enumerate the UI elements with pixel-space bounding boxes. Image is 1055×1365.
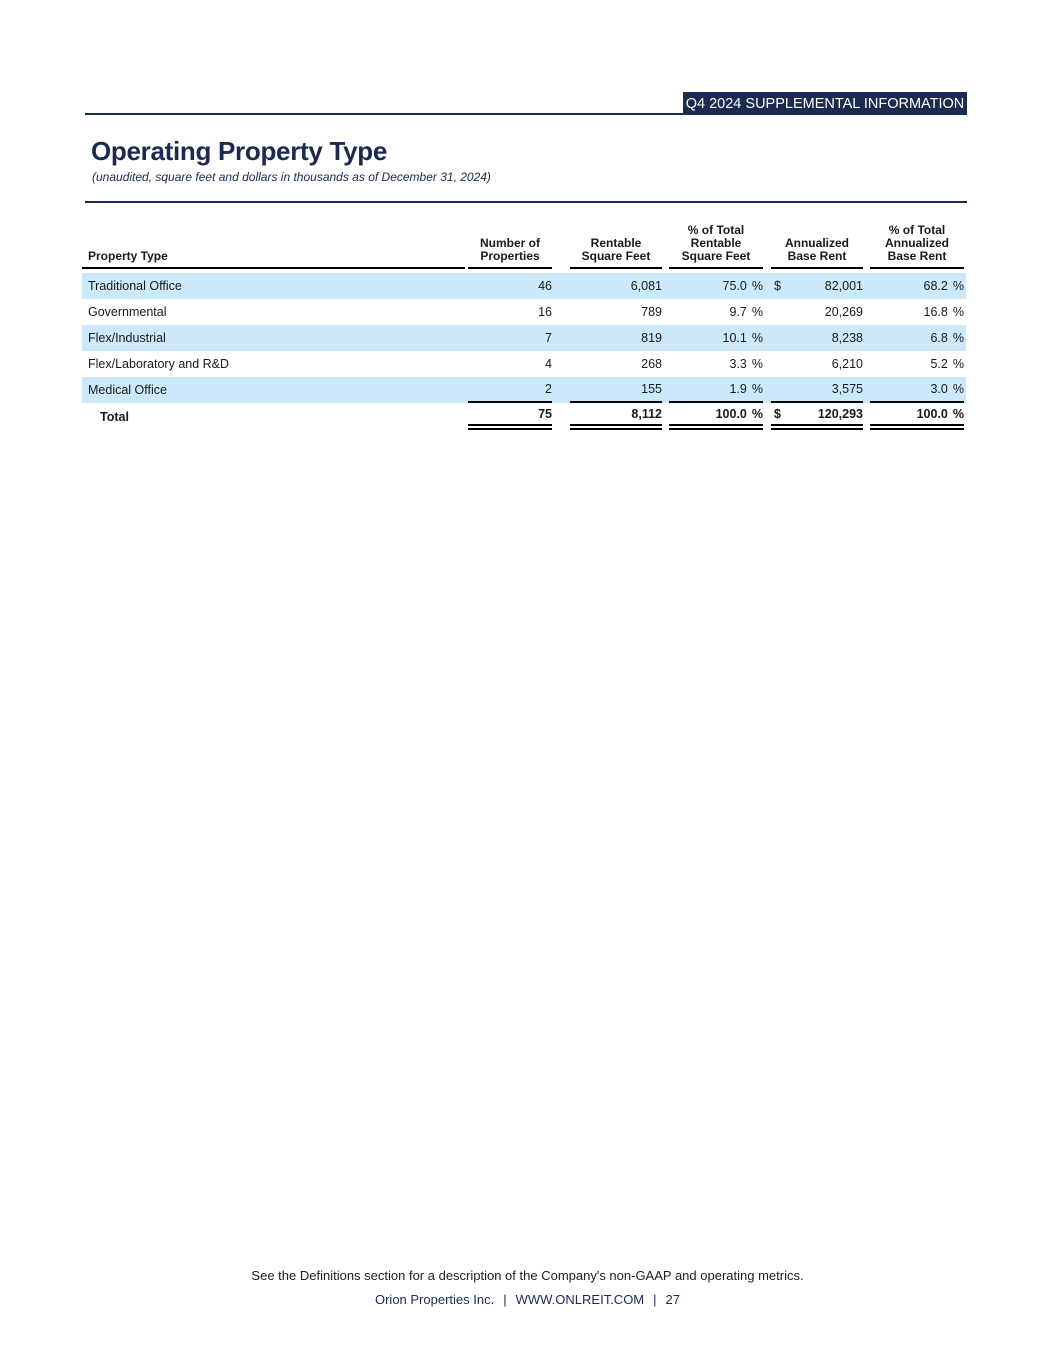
cell-num-properties: 46 — [538, 279, 552, 293]
pct-value: 68.2 — [923, 279, 948, 293]
cell-annualized-base-rent: 20,269 — [771, 299, 863, 325]
cell-pct-annualized-base-rent: 5.2% — [870, 351, 964, 377]
cell-num-properties: 7 — [545, 331, 552, 345]
table-row: Flex/Laboratory and R&D 4 268 3.3% 6,210… — [82, 351, 966, 377]
cell-num-properties: 2 — [468, 377, 552, 403]
footer-separator: | — [653, 1292, 657, 1307]
percent-sign: % — [952, 357, 964, 371]
cell-annualized-base-rent: 6,210 — [771, 351, 863, 377]
table-row: Flex/Industrial 7 819 10.1% 8,238 6.8% — [82, 325, 966, 351]
percent-sign: % — [952, 331, 964, 345]
pct-value: 10.1 — [722, 331, 747, 345]
pct-value: 6.8 — [930, 331, 948, 345]
cell-pct-annualized-base-rent: 16.8% — [870, 299, 964, 325]
supplemental-banner: Q4 2024 SUPPLEMENTAL INFORMATION — [683, 92, 967, 115]
percent-sign: % — [952, 406, 964, 421]
percent-sign: % — [751, 357, 763, 371]
footer-line: Orion Properties Inc. | WWW.ONLREIT.COM | 27 — [0, 1292, 1055, 1307]
total-rentable-sf: 8,112 — [570, 403, 662, 430]
percent-sign: % — [751, 331, 763, 345]
cell-rentable-sf: 819 — [641, 331, 662, 345]
cell-pct-rentable-sf: 1.9% — [669, 377, 763, 403]
cell-property-type: Flex/Industrial — [88, 331, 166, 345]
cell-annualized-base-rent: 3,575 — [771, 377, 863, 403]
footer-separator: | — [503, 1292, 507, 1307]
column-header-pct-rentable-sf: % of Total Rentable Square Feet — [669, 224, 763, 269]
percent-sign: % — [751, 279, 763, 293]
cell-pct-rentable-sf: 10.1% — [669, 325, 763, 351]
abr-value: 8,238 — [831, 331, 863, 345]
column-header-annualized-base-rent: Annualized Base Rent — [771, 237, 863, 269]
table-row: Medical Office 2 155 1.9% 3,575 3.0% — [82, 377, 966, 403]
dollar-sign: $ — [774, 279, 781, 293]
cell-pct-annualized-base-rent: 3.0% — [870, 377, 964, 403]
dollar-sign: $ — [774, 406, 781, 421]
percent-sign: % — [751, 305, 763, 319]
abr-value: 3,575 — [831, 382, 863, 396]
pct-value: 1.9 — [729, 382, 747, 396]
cell-pct-rentable-sf: 3.3% — [669, 351, 763, 377]
cell-annualized-base-rent: 8,238 — [771, 325, 863, 351]
table-row: Governmental 16 789 9.7% 20,269 16.8% — [82, 299, 966, 325]
cell-property-type: Traditional Office — [88, 279, 182, 293]
percent-sign: % — [952, 279, 964, 293]
column-header-pct-annualized-base-rent: % of Total Annualized Base Rent — [870, 224, 964, 269]
percent-sign: % — [952, 382, 964, 396]
column-header-property-type: Property Type — [82, 250, 465, 269]
column-header-rentable-sf: Rentable Square Feet — [570, 237, 662, 269]
cell-rentable-sf: 6,081 — [630, 279, 662, 293]
column-header-num-properties: Number of Properties — [468, 237, 552, 269]
cell-rentable-sf: 155 — [570, 377, 662, 403]
banner-row: Q4 2024 SUPPLEMENTAL INFORMATION — [85, 92, 967, 115]
definitions-footnote: See the Definitions section for a descri… — [251, 1268, 804, 1283]
total-num-properties: 75 — [468, 403, 552, 430]
banner-left-rule — [85, 113, 683, 115]
footer-company: Orion Properties Inc. — [374, 1292, 495, 1307]
footer-website: WWW.ONLREIT.COM — [515, 1292, 645, 1307]
cell-pct-rentable-sf: 9.7% — [669, 299, 763, 325]
abr-value: 120,293 — [817, 406, 863, 421]
cell-property-type: Governmental — [88, 305, 167, 319]
cell-num-properties: 16 — [538, 305, 552, 319]
abr-value: 20,269 — [824, 305, 863, 319]
cell-pct-rentable-sf: 75.0% — [669, 273, 763, 299]
total-annualized-base-rent: $120,293 — [771, 403, 863, 430]
cell-pct-annualized-base-rent: 68.2% — [870, 273, 964, 299]
page-subtitle: (unaudited, square feet and dollars in t… — [92, 170, 491, 184]
pct-value: 3.0 — [930, 382, 948, 396]
cell-rentable-sf: 268 — [641, 357, 662, 371]
abr-value: 82,001 — [824, 279, 863, 293]
pct-value: 3.3 — [729, 357, 747, 371]
footer-page-number: 27 — [665, 1292, 680, 1307]
pct-value: 100.0 — [916, 406, 948, 421]
pct-value: 100.0 — [715, 406, 747, 421]
cell-pct-annualized-base-rent: 6.8% — [870, 325, 964, 351]
pct-value: 75.0 — [722, 279, 747, 293]
page-title: Operating Property Type — [91, 136, 388, 166]
cell-property-type: Medical Office — [88, 383, 167, 397]
table-total-row: Total 75 8,112 100.0% $120,293 100.0% — [82, 403, 966, 430]
percent-sign: % — [952, 305, 964, 319]
percent-sign: % — [751, 382, 763, 396]
total-pct-rentable-sf: 100.0% — [669, 403, 763, 430]
property-type-table: Property Type Number of Properties Renta… — [82, 224, 966, 430]
cell-property-type: Flex/Laboratory and R&D — [88, 357, 230, 371]
banner-label: Q4 2024 SUPPLEMENTAL INFORMATION — [685, 95, 965, 112]
cell-rentable-sf: 789 — [641, 305, 662, 319]
table-header-row: Property Type Number of Properties Renta… — [82, 224, 966, 269]
pct-value: 5.2 — [930, 357, 948, 371]
total-pct-annualized-base-rent: 100.0% — [870, 403, 964, 430]
table-row: Traditional Office 46 6,081 75.0% $82,00… — [82, 273, 966, 299]
title-rule — [85, 201, 967, 203]
cell-annualized-base-rent: $82,001 — [771, 273, 863, 299]
percent-sign: % — [751, 406, 763, 421]
pct-value: 9.7 — [729, 305, 747, 319]
abr-value: 6,210 — [831, 357, 863, 371]
cell-num-properties: 4 — [545, 357, 552, 371]
pct-value: 16.8 — [923, 305, 948, 319]
total-label: Total — [100, 409, 129, 424]
